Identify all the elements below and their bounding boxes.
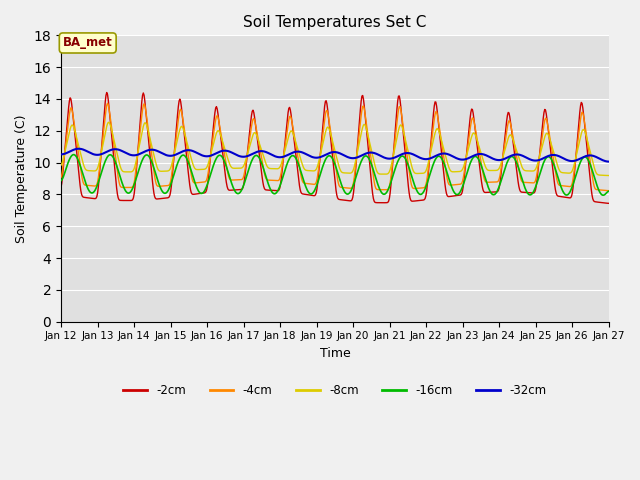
Y-axis label: Soil Temperature (C): Soil Temperature (C) — [15, 114, 28, 243]
Text: BA_met: BA_met — [63, 36, 113, 49]
Legend: -2cm, -4cm, -8cm, -16cm, -32cm: -2cm, -4cm, -8cm, -16cm, -32cm — [118, 379, 551, 402]
X-axis label: Time: Time — [319, 347, 350, 360]
Title: Soil Temperatures Set C: Soil Temperatures Set C — [243, 15, 427, 30]
